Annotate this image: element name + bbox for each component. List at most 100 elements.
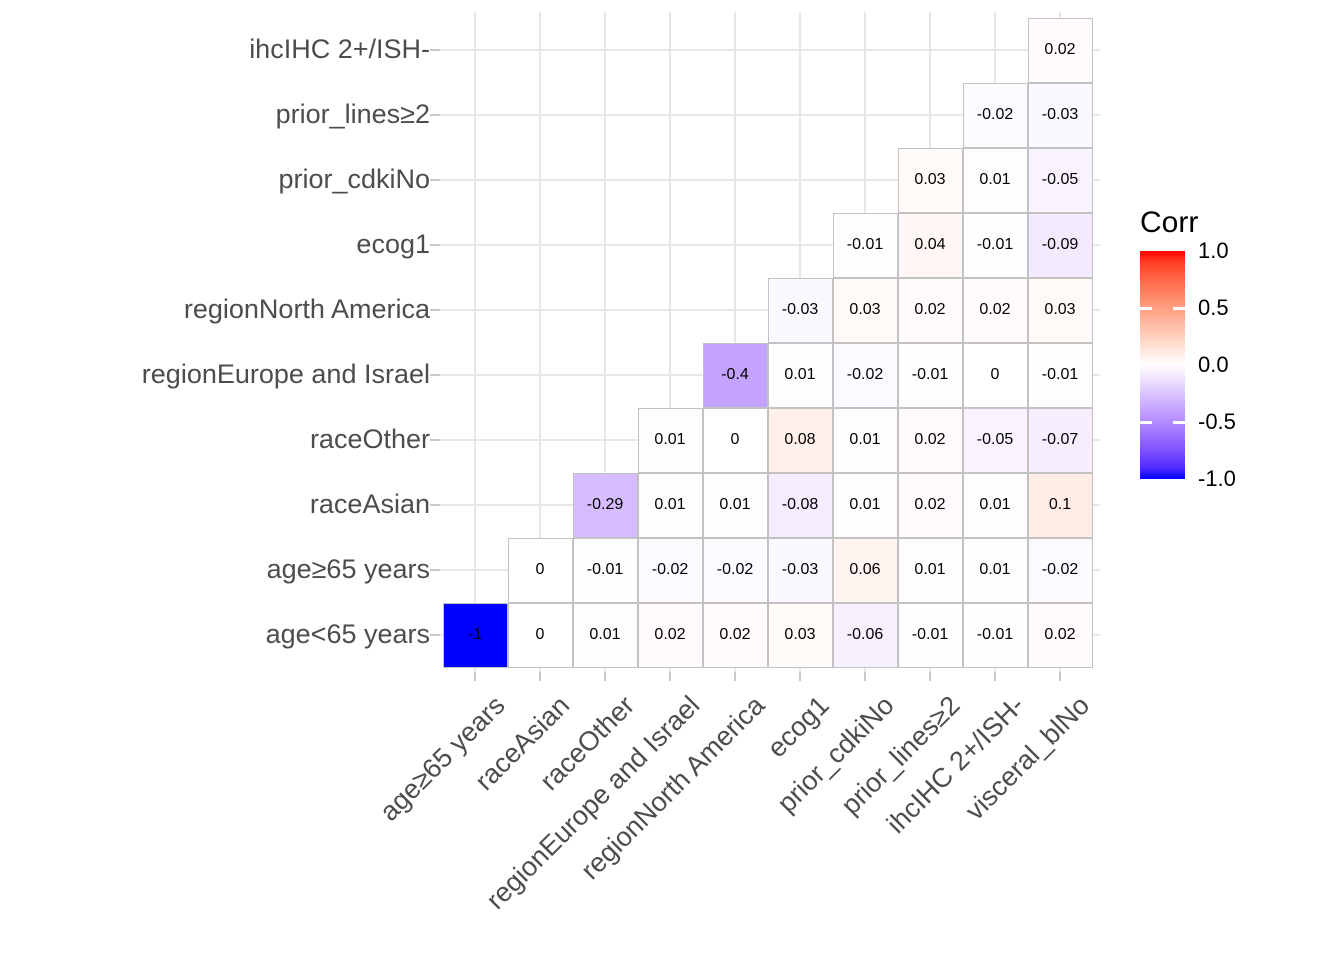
y-axis-tick xyxy=(430,114,440,116)
corr-cell: 0.02 xyxy=(1027,602,1093,668)
x-axis-tick xyxy=(604,672,606,681)
corr-cell: -1 xyxy=(442,602,508,668)
corr-cell: 0.1 xyxy=(1027,472,1093,538)
corr-cell: -0.05 xyxy=(1027,147,1093,213)
corr-cell: 0.02 xyxy=(897,277,963,343)
corr-cell: 0.02 xyxy=(702,602,768,668)
corr-cell: 0.03 xyxy=(1027,277,1093,343)
corr-cell: -0.08 xyxy=(767,472,833,538)
x-axis-tick xyxy=(929,672,931,681)
corr-cell: -0.01 xyxy=(1027,342,1093,408)
corr-cell: 0.01 xyxy=(637,407,703,473)
y-axis-label: ihcIHC 2+/ISH- xyxy=(249,33,430,64)
corr-cell: -0.09 xyxy=(1027,212,1093,278)
legend-tick-label: 1.0 xyxy=(1198,238,1229,263)
x-axis-tick xyxy=(799,672,801,681)
corr-cell: 0 xyxy=(962,342,1028,408)
corr-cell: 0.02 xyxy=(1027,17,1093,83)
corr-cell: -0.4 xyxy=(702,342,768,408)
y-axis-label: prior_lines≥2 xyxy=(275,98,430,129)
corr-cell: 0.01 xyxy=(637,472,703,538)
corr-cell: -0.03 xyxy=(767,277,833,343)
corr-cell: 0 xyxy=(702,407,768,473)
corr-cell: -0.02 xyxy=(637,537,703,603)
corr-cell: -0.03 xyxy=(1027,82,1093,148)
gridline-horizontal xyxy=(440,179,1100,181)
corr-cell: 0 xyxy=(507,602,573,668)
corr-cell: -0.01 xyxy=(897,342,963,408)
y-axis-label: age<65 years xyxy=(265,618,430,649)
y-axis-label: age≥65 years xyxy=(266,553,430,584)
legend-colorbar xyxy=(1140,251,1185,479)
y-axis-tick xyxy=(430,569,440,571)
corr-cell: 0.01 xyxy=(572,602,638,668)
corr-cell: 0.01 xyxy=(767,342,833,408)
x-axis-tick xyxy=(994,672,996,681)
x-axis-tick xyxy=(474,672,476,681)
corr-cell: 0.01 xyxy=(962,472,1028,538)
corr-cell: 0.01 xyxy=(962,147,1028,213)
corr-cell: 0.02 xyxy=(897,472,963,538)
corr-cell: 0.03 xyxy=(832,277,898,343)
legend-title: Corr xyxy=(1140,206,1199,239)
corr-cell: 0.01 xyxy=(832,407,898,473)
gridline-horizontal xyxy=(440,49,1100,51)
corr-cell: -0.02 xyxy=(962,82,1028,148)
corr-cell: -0.01 xyxy=(962,212,1028,278)
gridline-horizontal xyxy=(440,244,1100,246)
corr-cell: -0.06 xyxy=(832,602,898,668)
x-axis-tick xyxy=(669,672,671,681)
legend-bar-tick-left xyxy=(1140,420,1152,424)
corr-cell: 0.01 xyxy=(962,537,1028,603)
corr-cell: 0 xyxy=(507,537,573,603)
corr-cell: 0.02 xyxy=(897,407,963,473)
corr-cell: -0.02 xyxy=(832,342,898,408)
corr-cell: 0.08 xyxy=(767,407,833,473)
y-axis-tick xyxy=(430,634,440,636)
legend-tick-label: -0.5 xyxy=(1198,409,1236,434)
corr-cell: -0.07 xyxy=(1027,407,1093,473)
y-axis-label: ecog1 xyxy=(356,228,430,259)
corr-cell: -0.01 xyxy=(897,602,963,668)
y-axis-tick xyxy=(430,244,440,246)
corr-cell: -0.29 xyxy=(572,472,638,538)
corr-cell: 0.02 xyxy=(637,602,703,668)
corr-cell: 0.03 xyxy=(767,602,833,668)
y-axis-tick xyxy=(430,439,440,441)
corr-cell: 0.01 xyxy=(897,537,963,603)
y-axis-label: regionNorth America xyxy=(183,293,430,324)
corr-cell: 0.03 xyxy=(897,147,963,213)
gridline-vertical xyxy=(539,12,541,672)
legend-tick-label: -1.0 xyxy=(1198,466,1236,491)
gridline-vertical xyxy=(604,12,606,672)
corr-cell: -0.01 xyxy=(832,212,898,278)
y-axis-label: regionEurope and Israel xyxy=(141,358,430,389)
legend-bar-tick-right xyxy=(1173,306,1185,310)
corr-cell: 0.02 xyxy=(962,277,1028,343)
legend-bar-tick-left xyxy=(1140,306,1152,310)
corr-cell: -0.01 xyxy=(572,537,638,603)
gridline-vertical xyxy=(669,12,671,672)
legend-tick-label: 0.5 xyxy=(1198,295,1229,320)
x-axis-tick xyxy=(864,672,866,681)
legend-bar-tick-right xyxy=(1173,420,1185,424)
corr-cell: -0.01 xyxy=(962,602,1028,668)
y-axis-label: prior_cdkiNo xyxy=(278,163,430,194)
legend-tick-label: 0.0 xyxy=(1198,352,1229,377)
gridline-vertical xyxy=(474,12,476,672)
y-axis-tick xyxy=(430,49,440,51)
y-axis-tick xyxy=(430,179,440,181)
y-axis-tick xyxy=(430,309,440,311)
corr-cell: 0.01 xyxy=(832,472,898,538)
y-axis-tick xyxy=(430,374,440,376)
x-axis-tick xyxy=(1059,672,1061,681)
x-axis-tick xyxy=(539,672,541,681)
gridline-vertical xyxy=(734,12,736,672)
corr-cell: -0.03 xyxy=(767,537,833,603)
y-axis-label: raceOther xyxy=(309,423,430,454)
y-axis-label: raceAsian xyxy=(309,488,430,519)
corr-cell: -0.02 xyxy=(1027,537,1093,603)
gridline-horizontal xyxy=(440,114,1100,116)
